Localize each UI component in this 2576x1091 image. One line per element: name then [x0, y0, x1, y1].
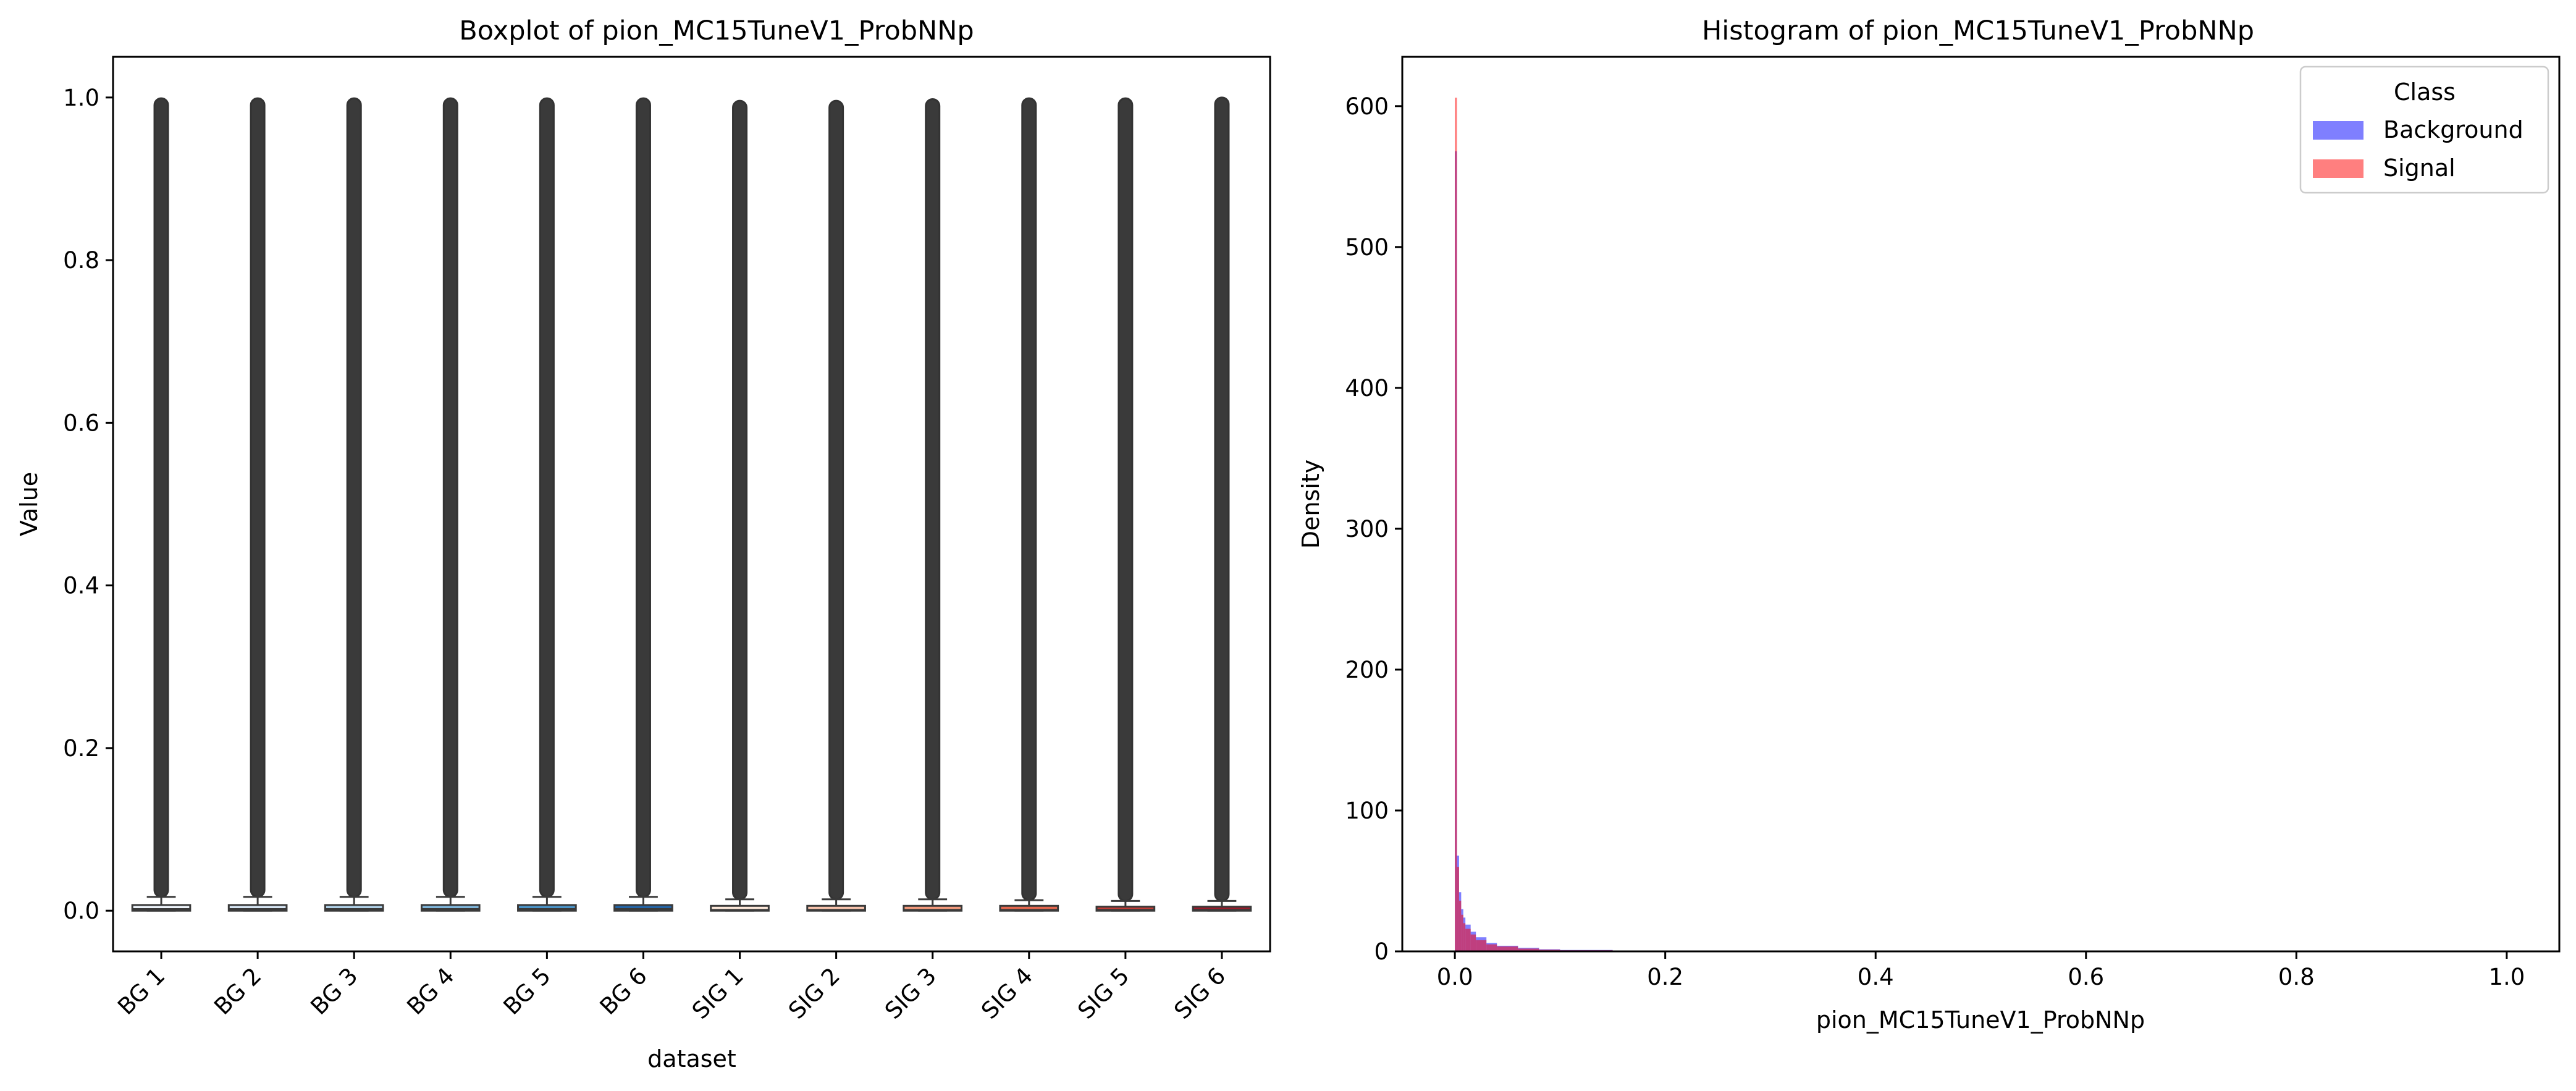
box-outliers	[539, 97, 555, 898]
box-outliers	[828, 99, 844, 901]
histogram-bar	[1497, 946, 1518, 951]
histogram-bar	[1463, 923, 1466, 951]
box-x-tick-label: SIG 5	[1072, 963, 1134, 1024]
box-outliers	[153, 97, 169, 898]
hist-x-tick-label: 0.4	[1858, 964, 1894, 990]
histogram-bar	[1461, 914, 1463, 951]
box-1	[131, 97, 192, 912]
box-iqr	[324, 904, 384, 912]
hist-x-tick-label: 0.2	[1647, 964, 1683, 990]
legend-label-signal: Signal	[2383, 154, 2456, 182]
box-4	[420, 97, 481, 912]
box-outliers	[732, 99, 748, 901]
hist-y-tick-label: 600	[1345, 93, 1389, 120]
box-3	[324, 97, 384, 912]
histogram-bar	[1470, 934, 1476, 951]
hist-x-tick-label: 0.8	[2278, 964, 2315, 990]
hist-y-tick-label: 100	[1345, 798, 1389, 824]
boxplot-marks	[131, 96, 1252, 912]
legend-swatch-signal	[2313, 159, 2363, 178]
histogram-bar	[1457, 867, 1459, 951]
box-outliers	[1118, 97, 1134, 902]
box-iqr	[613, 904, 673, 912]
boxplot-y-label: Value	[15, 472, 43, 536]
box-outliers	[1021, 97, 1037, 901]
histogram-series-background	[1455, 151, 2509, 951]
box-x-tick-label: SIG 3	[880, 963, 941, 1024]
histogram-title: Histogram of pion_MC15TuneV1_ProbNNp	[1702, 15, 2254, 46]
box-x-tick-label: BG 6	[595, 963, 652, 1020]
box-x-tick-label: BG 1	[112, 963, 170, 1020]
boxplot-axes-frame	[112, 56, 1271, 953]
box-iqr	[227, 904, 288, 912]
histogram-legend: Class Background Signal	[2299, 65, 2549, 194]
legend-label-background: Background	[2383, 116, 2523, 143]
box-6	[613, 97, 673, 912]
box-5	[517, 97, 577, 912]
box-iqr	[420, 904, 481, 912]
box-8	[806, 99, 866, 912]
box-y-tick-label: 0.2	[63, 735, 99, 762]
box-outliers	[442, 97, 458, 898]
box-x-tick-label: BG 2	[209, 963, 266, 1020]
histogram-bar	[1455, 98, 1457, 951]
box-iqr	[131, 904, 192, 912]
box-outliers	[1214, 96, 1230, 902]
box-y-tick-label: 0.0	[63, 898, 99, 924]
box-10	[999, 97, 1059, 912]
box-x-tick-label: BG 4	[402, 963, 460, 1020]
box-x-tick-label: BG 3	[305, 963, 363, 1020]
histogram-bar	[1476, 940, 1487, 951]
box-x-tick-label: SIG 4	[976, 963, 1038, 1024]
hist-y-tick-label: 500	[1345, 234, 1389, 261]
legend-title: Class	[2394, 78, 2456, 106]
hist-y-tick-label: 200	[1345, 657, 1389, 683]
box-x-tick-label: SIG 2	[783, 963, 845, 1024]
histogram-bar	[1465, 929, 1471, 951]
legend-swatch-background	[2313, 121, 2363, 140]
box-2	[227, 97, 288, 912]
box-outliers	[925, 98, 941, 901]
box-y-tick-label: 1.0	[63, 85, 99, 111]
box-x-tick-label: SIG 6	[1169, 963, 1231, 1024]
hist-x-tick-label: 0.6	[2068, 964, 2104, 990]
box-outliers	[346, 97, 362, 898]
box-iqr	[517, 904, 577, 912]
box-outliers	[635, 97, 651, 898]
boxplot-title: Boxplot of pion_MC15TuneV1_ProbNNp	[459, 15, 974, 46]
hist-x-tick-label: 0.0	[1437, 964, 1473, 990]
histogram-axes-frame	[1401, 56, 2561, 953]
histogram-series-signal	[1455, 98, 2509, 951]
hist-y-tick-label: 400	[1345, 375, 1389, 402]
histogram-x-label: pion_MC15TuneV1_ProbNNp	[1816, 1006, 2145, 1034]
boxplot-x-label: dataset	[647, 1045, 736, 1072]
box-x-tick-label: BG 5	[499, 963, 556, 1020]
box-12	[1192, 96, 1252, 912]
histogram-x-ticks: 0.0 0.2 0.4 0.6 0.8 1.0	[1437, 951, 2525, 990]
histogram-y-ticks: 0 100 200 300 400 500 600	[1345, 93, 1402, 965]
hist-x-tick-label: 1.0	[2488, 964, 2525, 990]
boxplot-panel: Boxplot of pion_MC15TuneV1_ProbNNp 0.00.…	[15, 15, 1271, 1072]
histogram-marks	[1455, 98, 2509, 951]
histogram-bar	[1486, 944, 1497, 951]
box-outliers	[250, 97, 266, 898]
hist-y-tick-label: 0	[1374, 938, 1389, 965]
box-x-tick-label: SIG 1	[687, 963, 749, 1024]
box-9	[903, 98, 963, 912]
histogram-y-label: Density	[1297, 460, 1324, 549]
box-y-tick-label: 0.4	[63, 573, 99, 599]
box-7	[710, 99, 770, 912]
histogram-panel: Histogram of pion_MC15TuneV1_ProbNNp 0 10…	[1297, 15, 2561, 1034]
hist-y-tick-label: 300	[1345, 516, 1389, 542]
box-11	[1095, 97, 1156, 912]
box-y-tick-label: 0.8	[63, 247, 99, 274]
box-y-tick-label: 0.6	[63, 410, 99, 436]
histogram-bar	[1518, 948, 1539, 951]
boxplot-x-ticks: BG 1 BG 2 BG 3 BG 4 BG 5 BG 6 SIG 1 SIG 2 SIG 3 S…	[112, 951, 1231, 1024]
histogram-bar	[1458, 900, 1462, 951]
boxplot-y-ticks: 0.0 0.2 0.4 0.6 0.8 1.0	[63, 85, 113, 924]
